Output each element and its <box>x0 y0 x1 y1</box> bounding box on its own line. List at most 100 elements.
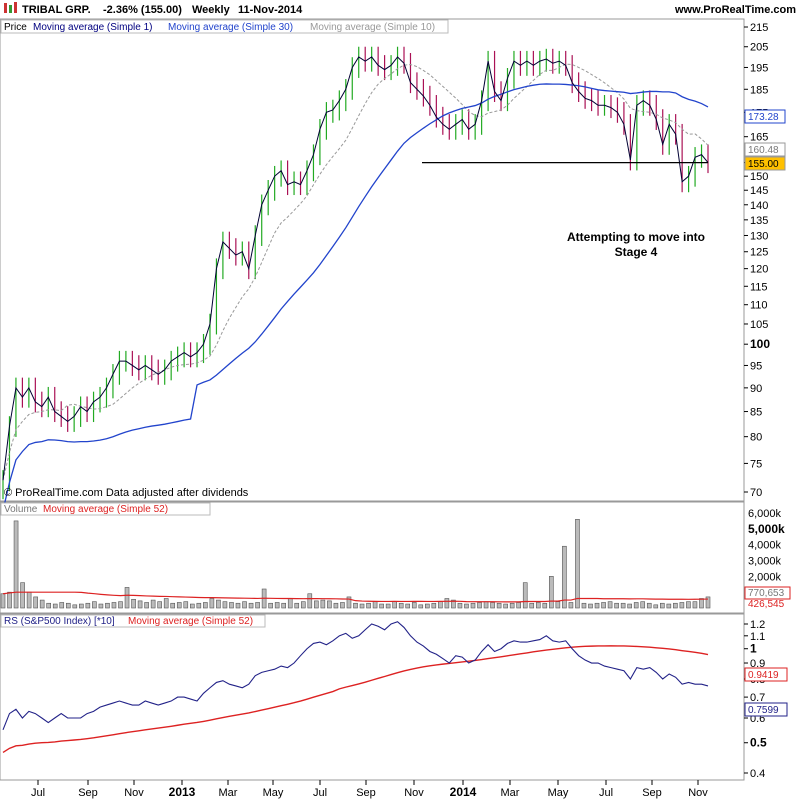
volume-bar <box>588 603 593 609</box>
legend-price: Price <box>4 22 27 33</box>
volume-bar <box>699 598 704 609</box>
rs-plot <box>2 621 709 754</box>
x-axis-label: Mar <box>501 787 520 799</box>
volume-bar <box>333 602 339 609</box>
volume-bar <box>65 602 71 609</box>
volume-bar <box>483 601 489 609</box>
tag-volume-last: 426,545 <box>748 599 785 610</box>
tag-ma30: 173.28 <box>748 112 779 123</box>
volume-bar <box>85 602 91 609</box>
volume-bar <box>627 603 632 609</box>
volume-bar <box>477 602 482 609</box>
tag-volume-ma52: 770,653 <box>748 588 785 599</box>
x-axis-label: Nov <box>688 787 708 799</box>
price-axis-label: 195 <box>750 62 768 74</box>
ma10-line <box>2 63 709 481</box>
volume-bar <box>287 598 293 609</box>
volume-bar <box>568 602 574 609</box>
x-axis-label: 2014 <box>450 785 477 799</box>
volume-bar <box>490 602 495 609</box>
volume-bar <box>300 601 306 609</box>
x-axis-label: Jul <box>313 787 327 799</box>
x-axis-label: Jul <box>31 787 45 799</box>
volume-bar <box>72 604 78 609</box>
volume-bar <box>209 598 215 609</box>
x-axis-label: 2013 <box>169 785 196 799</box>
volume-bar <box>268 602 273 609</box>
x-axis-label: Mar <box>219 787 238 799</box>
annotation-line2: Stage 4 <box>615 245 658 259</box>
x-axis-label: May <box>263 787 284 799</box>
volume-bar <box>503 603 508 609</box>
volume-bar <box>59 602 65 609</box>
volume-bar <box>575 519 580 609</box>
volume-bar <box>248 602 254 609</box>
volume-bar <box>444 598 450 609</box>
price-change: -2.36% (155.00) <box>103 4 182 16</box>
volume-bar <box>274 602 280 609</box>
x-axis-label: Sep <box>78 787 98 799</box>
volume-bar <box>190 603 195 609</box>
x-axis-label: Nov <box>404 787 424 799</box>
volume-axis-label: 6,000k <box>748 508 782 520</box>
volume-bar <box>137 600 143 609</box>
price-axis-label: 120 <box>750 264 768 276</box>
volume-bar <box>549 576 554 609</box>
volume-bar <box>52 603 58 609</box>
volume-bar <box>320 599 326 609</box>
volume-ma52-line <box>2 591 709 603</box>
volume-bar <box>679 602 685 609</box>
price-axis-label: 90 <box>750 383 762 395</box>
volume-bar <box>411 602 417 609</box>
volume-bar <box>124 587 130 609</box>
volume-bar <box>392 601 397 609</box>
volume-bar <box>666 603 672 609</box>
annotation-line1: Attempting to move into <box>567 230 705 244</box>
volume-panel-frame <box>0 501 745 614</box>
price-axis-label: 215 <box>750 22 768 34</box>
volume-bar <box>150 599 156 609</box>
volume-bar <box>516 602 521 609</box>
ticker-title: TRIBAL GRP. <box>22 4 91 16</box>
volume-bar <box>529 602 535 609</box>
legend-volume-ma52: Moving average (Simple 52) <box>43 504 168 515</box>
volume-bar <box>307 593 313 609</box>
volume-bar <box>111 602 117 609</box>
volume-bar <box>79 603 84 609</box>
volume-bar <box>425 603 430 609</box>
volume-bar <box>660 602 665 609</box>
volume-bar <box>646 602 652 609</box>
price-axis-label: 130 <box>750 230 768 242</box>
price-axis-label: 150 <box>750 171 768 183</box>
volume-bar <box>673 602 678 609</box>
legend-rs-ma52: Moving average (Simple 52) <box>128 616 253 627</box>
volume-bar <box>464 603 469 609</box>
volume-bar <box>692 601 698 609</box>
price-axis-label: 140 <box>750 200 768 212</box>
x-axis-label: Nov <box>124 787 144 799</box>
volume-bar <box>379 603 384 609</box>
volume-bar <box>705 596 711 609</box>
date-label: 11-Nov-2014 <box>238 4 303 16</box>
tag-last-price: 155.00 <box>748 159 779 170</box>
price-axis-label: 85 <box>750 407 762 419</box>
rs-axis-label: 1 <box>750 642 757 656</box>
volume-bar <box>216 599 221 609</box>
volume-bar <box>385 603 391 609</box>
volume-axis-label: 2,000k <box>748 571 782 583</box>
volume-bar <box>33 596 38 609</box>
ma30-line <box>2 83 709 511</box>
period-label: Weekly <box>192 4 231 16</box>
price-axis-label: 115 <box>750 281 768 293</box>
volume-bar <box>438 601 443 609</box>
price-axis-label: 100 <box>750 337 770 351</box>
volume-bar <box>581 602 587 609</box>
x-axis-label: May <box>548 787 569 799</box>
rs-axis-label: 0.7 <box>750 692 765 704</box>
volume-bar <box>203 602 208 609</box>
volume-bar <box>314 600 319 609</box>
price-axis-label: 95 <box>750 360 762 372</box>
volume-axis-label: 3,000k <box>748 556 782 568</box>
app-logo-icon <box>4 2 17 13</box>
